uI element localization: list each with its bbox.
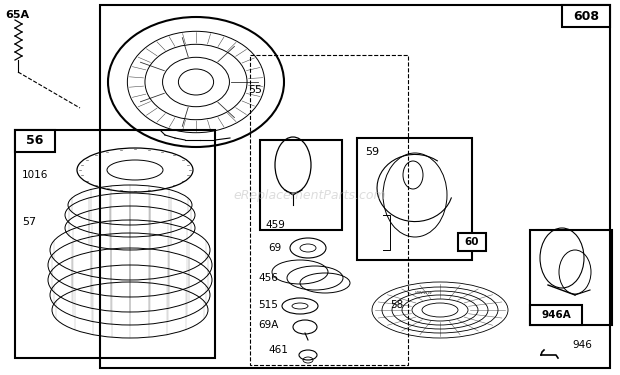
Bar [458, 233, 486, 251]
Text: 461: 461 [268, 345, 288, 355]
Text: wwww: wwww [415, 291, 433, 296]
Text: 58: 58 [390, 300, 403, 310]
Bar [100, 5, 610, 368]
Text: 608: 608 [573, 9, 599, 22]
Text: 456: 456 [258, 273, 278, 283]
Text: 459: 459 [265, 220, 285, 230]
Text: 60: 60 [465, 237, 479, 247]
Bar [530, 230, 612, 325]
Bar [15, 130, 55, 152]
Bar [260, 140, 342, 230]
Text: 69: 69 [268, 243, 281, 253]
Bar [562, 5, 610, 27]
Text: 57: 57 [22, 217, 36, 227]
Bar [530, 305, 582, 325]
Text: 1016: 1016 [22, 170, 48, 180]
Text: eReplacementParts.com: eReplacementParts.com [234, 189, 386, 201]
Text: 946: 946 [572, 340, 592, 350]
Bar [15, 130, 215, 358]
Text: 946A: 946A [541, 310, 571, 320]
Text: 515: 515 [258, 300, 278, 310]
Text: 56: 56 [26, 135, 43, 147]
Text: 69A: 69A [258, 320, 278, 330]
Text: 59: 59 [365, 147, 379, 157]
Bar [357, 138, 472, 260]
Text: 65A: 65A [5, 10, 29, 20]
Bar [250, 55, 408, 365]
Text: 55: 55 [248, 85, 262, 95]
